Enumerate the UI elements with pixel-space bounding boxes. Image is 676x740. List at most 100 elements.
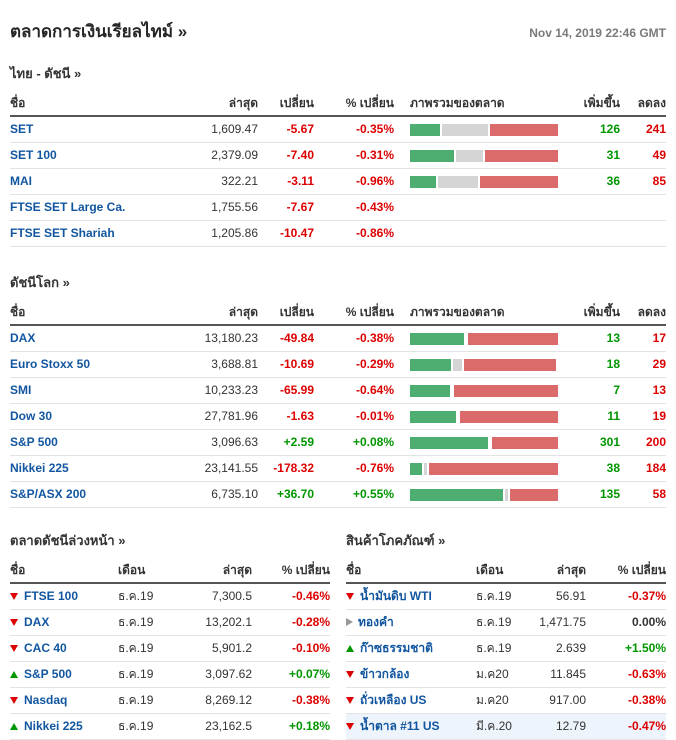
index-link[interactable]: Euro Stoxx 50 bbox=[10, 357, 91, 371]
table-row[interactable]: Nikkei 225 ธ.ค.19 23,162.5 +0.18% bbox=[10, 714, 330, 740]
instrument-link[interactable]: FTSE 100 bbox=[24, 589, 79, 603]
percent-change: +0.18% bbox=[288, 719, 330, 733]
table-row[interactable]: Euro Stoxx 50 3,688.81 -10.69 -0.29% 18 … bbox=[10, 352, 666, 378]
instrument-link[interactable]: CAC 40 bbox=[24, 641, 67, 655]
instrument-link[interactable]: ข้าวกล้อง bbox=[360, 667, 410, 681]
section-title-thai-indices[interactable]: ไทย - ดัชนี » bbox=[10, 66, 82, 81]
last-price: 56.91 bbox=[555, 589, 586, 603]
advancers-count bbox=[558, 195, 620, 220]
table-row[interactable]: Nikkei 225 23,141.55 -178.32 -0.76% 38 1… bbox=[10, 456, 666, 482]
contract-month: ธ.ค.19 bbox=[118, 641, 154, 655]
instrument-link[interactable]: S&P 500 bbox=[24, 667, 72, 681]
index-link[interactable]: DAX bbox=[10, 331, 36, 345]
last-price: 322.21 bbox=[221, 174, 258, 188]
instrument-link[interactable]: ถั่วเหลือง US bbox=[360, 693, 427, 707]
table-row[interactable]: MAI 322.21 -3.11 -0.96% 36 85 bbox=[10, 169, 666, 195]
table-row-highlighted[interactable]: น้ำตาล #11 US มี.ค.20 12.79 -0.47% bbox=[346, 714, 666, 740]
index-link[interactable]: Nikkei 225 bbox=[10, 461, 69, 475]
last-price: 2.639 bbox=[555, 641, 586, 655]
table-row[interactable]: DAX 13,180.23 -49.84 -0.38% 13 17 bbox=[10, 326, 666, 352]
table-row[interactable]: Nasdaq ธ.ค.19 8,269.12 -0.38% bbox=[10, 688, 330, 714]
advancers-bar-segment bbox=[410, 175, 437, 188]
market-breadth-bar bbox=[394, 117, 558, 142]
section-title-index-futures[interactable]: ตลาดดัชนีล่วงหน้า » bbox=[10, 533, 126, 548]
index-link[interactable]: FTSE SET Large Ca. bbox=[10, 200, 126, 214]
col-decliners: ลดลง bbox=[637, 305, 666, 319]
up-arrow-icon bbox=[346, 645, 354, 652]
table-row[interactable]: S&P/ASX 200 6,735.10 +36.70 +0.55% 135 5… bbox=[10, 482, 666, 508]
table-row[interactable]: SET 1,609.47 -5.67 -0.35% 126 241 bbox=[10, 117, 666, 143]
decliners-bar-segment bbox=[491, 436, 558, 449]
index-link[interactable]: Dow 30 bbox=[10, 409, 53, 423]
unchanged-bar-segment bbox=[453, 358, 463, 371]
instrument-link[interactable]: ก๊าซธรรมชาติ bbox=[360, 641, 433, 655]
table-row[interactable]: ข้าวกล้อง ม.ค20 11.845 -0.63% bbox=[346, 662, 666, 688]
last-price: 12.79 bbox=[555, 719, 586, 733]
percent-change: -0.43% bbox=[355, 200, 394, 214]
col-change: เปลี่ยน bbox=[279, 96, 314, 110]
index-link[interactable]: SMI bbox=[10, 383, 32, 397]
market-overview-page: ตลาดการเงินเรียลไทม์ » Nov 14, 2019 22:4… bbox=[10, 22, 666, 740]
last-price: 5,901.2 bbox=[211, 641, 252, 655]
instrument-link[interactable]: น้ำตาล #11 US bbox=[360, 719, 440, 733]
index-link[interactable]: S&P/ASX 200 bbox=[10, 487, 87, 501]
futures-table-header: ชื่อ เดือน ล่าสุด % เปลี่ยน bbox=[10, 558, 330, 584]
percent-change: -0.64% bbox=[355, 383, 394, 397]
instrument-link[interactable]: Nasdaq bbox=[24, 693, 68, 707]
table-row[interactable]: DAX ธ.ค.19 13,202.1 -0.28% bbox=[10, 610, 330, 636]
last-price: 1,471.75 bbox=[539, 615, 586, 629]
instrument-link[interactable]: DAX bbox=[24, 615, 50, 629]
table-row[interactable]: S&P 500 3,096.63 +2.59 +0.08% 301 200 bbox=[10, 430, 666, 456]
change-value: -7.40 bbox=[286, 148, 314, 162]
change-value: -10.69 bbox=[279, 357, 314, 371]
table-row[interactable]: ถั่วเหลือง US ม.ค20 917.00 -0.38% bbox=[346, 688, 666, 714]
last-price: 8,269.12 bbox=[205, 693, 252, 707]
down-arrow-icon bbox=[346, 723, 354, 730]
percent-change: +0.07% bbox=[288, 667, 330, 681]
index-link[interactable]: FTSE SET Shariah bbox=[10, 226, 115, 240]
table-row[interactable]: FTSE SET Shariah 1,205.86 -10.47 -0.86% bbox=[10, 221, 666, 247]
table-row[interactable]: S&P 500 ธ.ค.19 3,097.62 +0.07% bbox=[10, 662, 330, 688]
last-price: 11.845 bbox=[550, 667, 586, 681]
percent-change: +0.55% bbox=[352, 487, 394, 501]
section-title-world-indices[interactable]: ดัชนีโลก » bbox=[10, 275, 70, 290]
section-title-commodities[interactable]: สินค้าโภคภัณฑ์ » bbox=[346, 533, 446, 548]
decliners-bar-segment bbox=[510, 488, 558, 501]
table-row[interactable]: FTSE 100 ธ.ค.19 7,300.5 -0.46% bbox=[10, 584, 330, 610]
change-value: -7.67 bbox=[286, 200, 314, 214]
col-name: ชื่อ bbox=[10, 563, 26, 577]
last-price: 3,688.81 bbox=[211, 357, 258, 371]
page-title[interactable]: ตลาดการเงินเรียลไทม์ » bbox=[10, 22, 188, 41]
table-row[interactable]: SET 100 2,379.09 -7.40 -0.31% 31 49 bbox=[10, 143, 666, 169]
table-row[interactable]: ทองคำ ธ.ค.19 1,471.75 0.00% bbox=[346, 610, 666, 636]
down-arrow-icon bbox=[346, 671, 354, 678]
advancers-bar-segment bbox=[410, 462, 422, 475]
last-price: 13,202.1 bbox=[205, 615, 252, 629]
contract-month: ธ.ค.19 bbox=[118, 667, 154, 681]
contract-month: ธ.ค.19 bbox=[118, 615, 154, 629]
decliners-count: 13 bbox=[652, 383, 666, 397]
decliners-bar-segment bbox=[484, 149, 558, 162]
instrument-link[interactable]: Nikkei 225 bbox=[24, 719, 83, 733]
table-row[interactable]: FTSE SET Large Ca. 1,755.56 -7.67 -0.43% bbox=[10, 195, 666, 221]
table-row[interactable]: CAC 40 ธ.ค.19 5,901.2 -0.10% bbox=[10, 636, 330, 662]
table-row[interactable]: Dow 30 27,781.96 -1.63 -0.01% 11 19 bbox=[10, 404, 666, 430]
percent-change: 0.00% bbox=[631, 615, 666, 629]
instrument-link[interactable]: น้ำมันดิบ WTI bbox=[360, 589, 432, 603]
table-row[interactable]: SMI 10,233.23 -65.99 -0.64% 7 13 bbox=[10, 378, 666, 404]
col-change: เปลี่ยน bbox=[279, 305, 314, 319]
instrument-link[interactable]: ทองคำ bbox=[358, 615, 394, 629]
index-link[interactable]: S&P 500 bbox=[10, 435, 58, 449]
table-row[interactable]: น้ำมันดิบ WTI ธ.ค.19 56.91 -0.37% bbox=[346, 584, 666, 610]
percent-change: -0.10% bbox=[291, 641, 330, 655]
col-pct-change: % เปลี่ยน bbox=[345, 305, 394, 319]
index-link[interactable]: SET bbox=[10, 122, 34, 136]
col-last: ล่าสุด bbox=[228, 96, 258, 110]
percent-change: -0.47% bbox=[627, 719, 666, 733]
index-link[interactable]: MAI bbox=[10, 174, 32, 188]
col-market-breadth: ภาพรวมของตลาด bbox=[410, 96, 505, 110]
table-row[interactable]: ก๊าซธรรมชาติ ธ.ค.19 2.639 +1.50% bbox=[346, 636, 666, 662]
market-breadth-bar bbox=[394, 195, 558, 220]
percent-change: -0.96% bbox=[355, 174, 394, 188]
index-link[interactable]: SET 100 bbox=[10, 148, 57, 162]
